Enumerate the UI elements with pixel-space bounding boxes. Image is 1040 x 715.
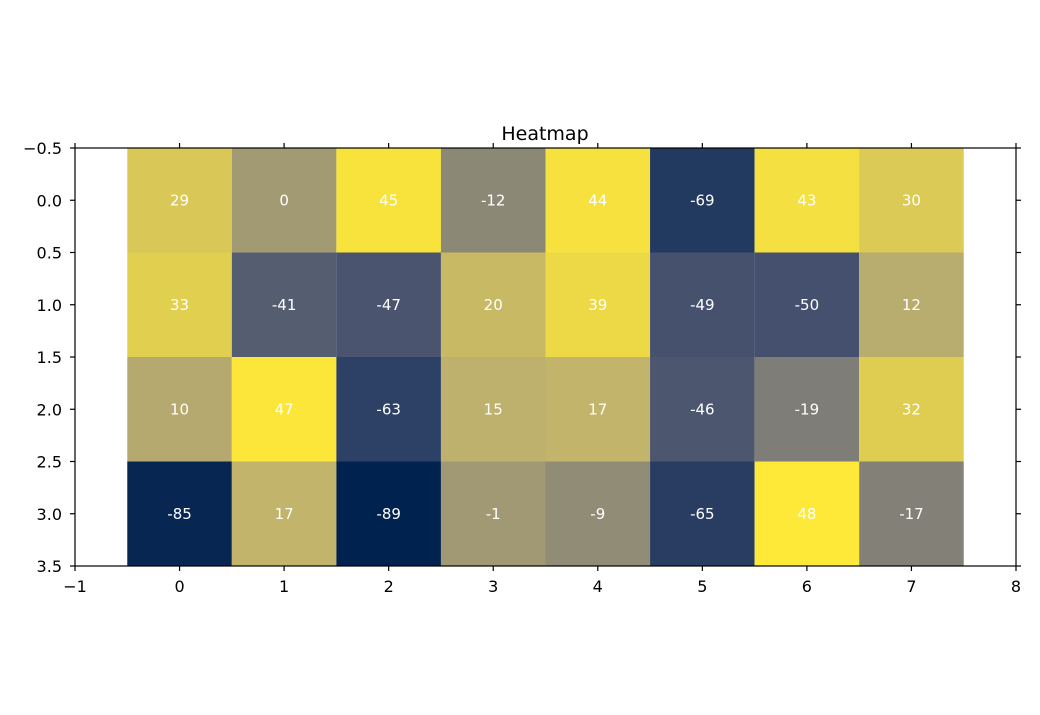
heatmap-cell <box>545 148 651 253</box>
cell-value-label: 39 <box>588 296 607 314</box>
cell-value-label: 48 <box>797 505 816 523</box>
y-tick-label: 1.5 <box>37 348 62 367</box>
cell-value-label: 0 <box>279 191 289 209</box>
cell-value-label: -49 <box>690 296 715 314</box>
heatmap-cell <box>754 252 860 357</box>
heatmap-cell <box>545 252 651 357</box>
heatmap-cell <box>127 357 232 462</box>
cell-value-label: -47 <box>376 296 401 314</box>
y-tick-label: 3.5 <box>37 557 62 576</box>
x-tick-label: 5 <box>697 577 707 596</box>
cell-value-label: 17 <box>275 505 294 523</box>
y-tick-label: 2.5 <box>37 453 62 472</box>
heatmap-cell <box>754 148 860 253</box>
heatmap-cell-labels: 29 0 45 -12 44 -69 43 30 33 -41 -47 20 39 -49 -50 12 10 4… <box>167 191 923 523</box>
cell-value-label: -17 <box>899 505 924 523</box>
heatmap-cell <box>859 252 964 357</box>
cell-value-label: 20 <box>484 296 503 314</box>
cell-value-label: 30 <box>902 191 921 209</box>
chart-title: Heatmap <box>501 123 588 145</box>
heatmap-cell <box>650 148 755 253</box>
cell-value-label: -12 <box>481 191 506 209</box>
heatmap-cell <box>336 357 441 462</box>
x-tick-label: 2 <box>384 577 394 596</box>
cell-value-label: 12 <box>902 296 921 314</box>
cell-value-label: 45 <box>379 191 398 209</box>
x-axis: −1 0 1 2 3 4 5 6 7 8 <box>63 143 1021 596</box>
cell-value-label: 17 <box>588 400 607 418</box>
x-tick-label: 6 <box>802 577 812 596</box>
cell-value-label: 47 <box>275 400 294 418</box>
cell-value-label: 29 <box>170 191 189 209</box>
heatmap-cell <box>127 252 232 357</box>
heatmap-cell <box>650 461 755 566</box>
heatmap-cell <box>336 148 441 253</box>
cell-value-label: 10 <box>170 400 189 418</box>
x-tick-label: 1 <box>279 577 289 596</box>
cell-value-label: 15 <box>484 400 503 418</box>
cell-value-label: -89 <box>376 505 401 523</box>
heatmap-cell <box>336 461 441 566</box>
heatmap-cell <box>231 461 337 566</box>
x-tick-label: −1 <box>63 577 87 596</box>
heatmap-cell <box>231 148 337 253</box>
heatmap-cell <box>650 357 755 462</box>
cell-value-label: -41 <box>272 296 297 314</box>
x-tick-label: 8 <box>1011 577 1021 596</box>
x-tick-label: 4 <box>593 577 603 596</box>
heatmap-cell <box>336 252 441 357</box>
heatmap-cell <box>440 148 546 253</box>
x-tick-label: 7 <box>906 577 916 596</box>
heatmap-cell <box>127 148 232 253</box>
y-tick-label: −0.5 <box>23 139 62 158</box>
heatmap-cell <box>440 461 546 566</box>
heatmap-cell <box>440 357 546 462</box>
cell-value-label: -9 <box>590 505 605 523</box>
cell-value-label: 43 <box>797 191 816 209</box>
cell-value-label: -50 <box>795 296 820 314</box>
cell-value-label: -63 <box>376 400 401 418</box>
y-axis: −0.5 0.0 0.5 1.0 1.5 2.0 2.5 3.0 3.5 <box>23 139 1021 576</box>
cell-value-label: 32 <box>902 400 921 418</box>
x-tick-label: 0 <box>174 577 184 596</box>
heatmap-cell <box>859 357 964 462</box>
cell-value-label: -65 <box>690 505 715 523</box>
heatmap-cells <box>127 148 964 566</box>
cell-value-label: -1 <box>486 505 501 523</box>
heatmap-cell <box>754 461 860 566</box>
cell-value-label: -85 <box>167 505 192 523</box>
heatmap-cell <box>650 252 755 357</box>
cell-value-label: -46 <box>690 400 715 418</box>
y-tick-label: 0.0 <box>37 191 62 210</box>
y-tick-label: 3.0 <box>37 505 62 524</box>
heatmap-cell <box>231 252 337 357</box>
cell-value-label: 33 <box>170 296 189 314</box>
heatmap-cell <box>859 461 964 566</box>
heatmap-cell <box>545 357 651 462</box>
heatmap-cell <box>754 357 860 462</box>
x-tick-label: 3 <box>488 577 498 596</box>
cell-value-label: -19 <box>795 400 820 418</box>
heatmap-cell <box>231 357 337 462</box>
heatmap-cell <box>440 252 546 357</box>
heatmap-cell <box>859 148 964 253</box>
y-tick-label: 1.0 <box>37 296 62 315</box>
y-tick-label: 0.5 <box>37 244 62 263</box>
heatmap-cell <box>127 461 232 566</box>
cell-value-label: 44 <box>588 191 607 209</box>
cell-value-label: -69 <box>690 191 715 209</box>
y-tick-label: 2.0 <box>37 400 62 419</box>
heatmap-cell <box>545 461 651 566</box>
